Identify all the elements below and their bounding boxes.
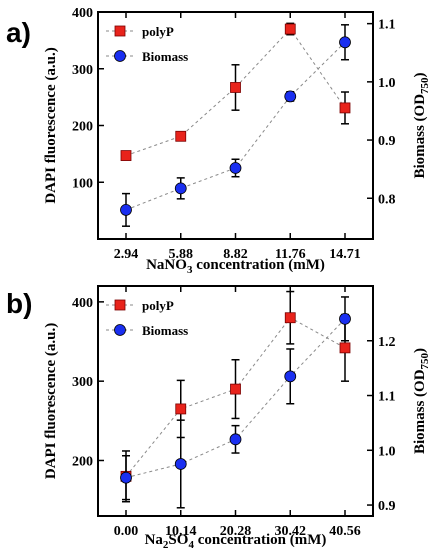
- x-tick-label: 5.88: [169, 247, 194, 262]
- legend-marker-polyp: [114, 25, 126, 37]
- y-right-tick-label: 1.0: [378, 444, 396, 459]
- legend-label-biomass: Biomass: [142, 323, 188, 338]
- data-point-biomass: [174, 458, 187, 470]
- x-tick-label: 2.94: [114, 247, 139, 262]
- x-tick-label: 40.56: [329, 524, 361, 539]
- y-left-tick-label: 300: [72, 63, 93, 78]
- y-left-axis-title: DAPI fluorescence (a.u.): [43, 47, 59, 203]
- y-right-tick-label: 1.1: [378, 18, 396, 33]
- y-left-tick-label: 200: [72, 454, 93, 469]
- x-tick-label: 14.71: [329, 247, 361, 262]
- data-point-biomass: [120, 203, 132, 216]
- x-axis-title: Na2SO4 concentration (mM): [145, 532, 327, 550]
- data-point-polyp: [175, 403, 187, 415]
- x-tick-label: 0.00: [114, 524, 139, 539]
- legend: polyP Biomass: [106, 24, 188, 64]
- y-right-axis-title: Biomass (OD750): [412, 348, 431, 454]
- legend-marker-biomass: [114, 50, 126, 62]
- data-point-polyp: [230, 383, 241, 395]
- data-point-biomass: [229, 162, 242, 174]
- y-right-tick-label: 0.9: [378, 499, 396, 514]
- series-biomass: [120, 296, 351, 509]
- data-point-biomass: [339, 312, 351, 325]
- y-right-tick-label: 1.2: [378, 335, 396, 350]
- data-point-biomass: [339, 36, 351, 49]
- y-right-tick-label: 1.1: [378, 390, 396, 405]
- data-point-biomass: [120, 471, 132, 484]
- x-tick-label: 30.42: [275, 524, 307, 539]
- chart-panel-1: 2.94 5.88 8.82 11.76 14.71 100 200 300 400 0.8 0.9…: [6, 6, 431, 276]
- series-polyp: [120, 22, 351, 161]
- panel-label: a): [6, 17, 31, 48]
- legend-marker-biomass: [114, 324, 126, 336]
- y-left-tick-label: 300: [72, 375, 93, 390]
- x-tick-label: 11.76: [275, 247, 306, 262]
- y-right-axis-title: Biomass (OD750): [412, 72, 431, 178]
- y-right-tick-label: 0.9: [378, 134, 396, 149]
- data-point-biomass: [284, 90, 297, 103]
- legend-label-polyp: polyP: [142, 24, 174, 39]
- panel-label: b): [6, 288, 32, 319]
- data-point-polyp: [175, 130, 187, 142]
- y-left-axis-title: DAPI fluorescence (a.u.): [43, 323, 59, 479]
- data-point-biomass: [284, 370, 297, 383]
- x-tick-label: 10.14: [165, 524, 197, 539]
- y-left-tick-label: 100: [72, 176, 93, 191]
- data-point-biomass: [229, 433, 242, 446]
- data-point-polyp: [230, 82, 241, 93]
- legend: polyP Biomass: [106, 298, 188, 338]
- y-left-tick-label: 400: [72, 296, 93, 311]
- chart-panel-2: 0.00 10.14 20.28 30.42 40.56 200 300 400 0.9 1.0 1…: [6, 285, 431, 550]
- legend-marker-polyp: [114, 299, 126, 311]
- x-tick-label: 8.82: [223, 247, 248, 262]
- legend-label-polyp: polyP: [142, 298, 174, 313]
- data-point-polyp: [120, 150, 132, 161]
- series-biomass: [120, 24, 351, 227]
- x-tick-label: 20.28: [220, 524, 252, 539]
- y-right-tick-label: 0.8: [378, 192, 396, 207]
- x-axis-title: NaNO3 concentration (mM): [146, 257, 325, 276]
- data-point-polyp: [339, 342, 351, 354]
- series-line: [125, 28, 346, 157]
- data-point-biomass: [174, 182, 187, 195]
- y-left-tick-label: 200: [72, 120, 93, 135]
- data-point-polyp: [284, 312, 296, 324]
- data-point-polyp: [339, 102, 351, 114]
- data-point-polyp: [284, 23, 296, 35]
- legend-label-biomass: Biomass: [142, 49, 188, 64]
- y-left-tick-label: 400: [72, 6, 93, 21]
- y-right-tick-label: 1.0: [378, 76, 396, 91]
